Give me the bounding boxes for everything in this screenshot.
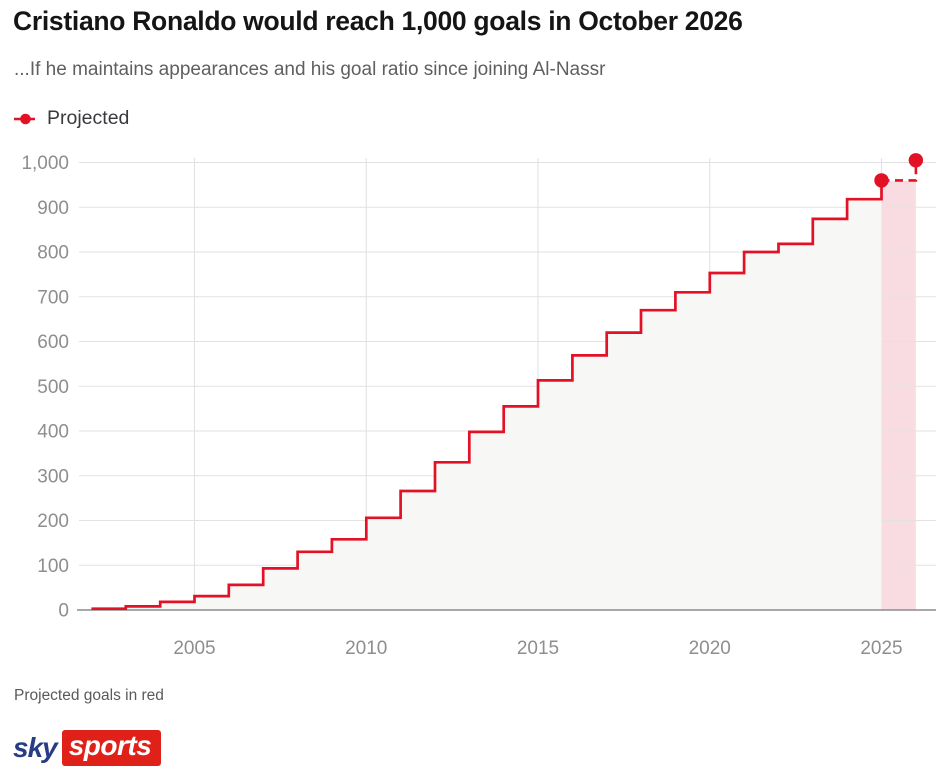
goals-step-line (91, 180, 883, 611)
y-tick-label: 100 (37, 556, 69, 577)
y-tick-label: 900 (37, 198, 69, 219)
x-tick-label: 2020 (689, 638, 731, 659)
legend-label: Projected (47, 107, 130, 129)
y-tick-label: 300 (37, 466, 69, 487)
y-tick-label: 200 (37, 511, 69, 532)
sports-logo-text: sports (61, 730, 162, 766)
chart-title: Cristiano Ronaldo would reach 1,000 goal… (13, 6, 743, 36)
goals-area-fill (91, 199, 882, 610)
y-tick-label: 500 (37, 377, 69, 398)
y-tick-label: 800 (37, 243, 69, 264)
footer-note: Projected goals in red (14, 687, 164, 704)
x-tick-label: 2015 (517, 638, 559, 659)
y-tick-label: 700 (37, 287, 69, 308)
y-tick-label: 1,000 (21, 153, 69, 174)
legend: Projected (13, 107, 129, 130)
sky-sports-logo: sky sports (13, 730, 162, 766)
sky-logo-text: sky (13, 732, 58, 763)
y-tick-label: 400 (37, 422, 69, 443)
goals-chart-container: 0 100 200 300 400 500 600 700 800 900 1,000 2005 201… (0, 140, 938, 680)
projected-legend-marker-icon (14, 113, 35, 124)
x-tick-label: 2025 (860, 638, 902, 659)
x-tick-label: 2005 (173, 638, 215, 659)
x-tick-label: 2010 (345, 638, 387, 659)
projection-band (881, 180, 916, 610)
y-tick-label: 0 (58, 601, 69, 622)
y-tick-label: 600 (37, 332, 69, 353)
chart-subtitle: ...If he maintains appearances and his g… (14, 59, 606, 80)
goals-step-chart: 0 100 200 300 400 500 600 700 800 900 1,000 2005 201… (21, 153, 936, 659)
projected-point (908, 153, 924, 168)
projected-point (874, 173, 889, 188)
